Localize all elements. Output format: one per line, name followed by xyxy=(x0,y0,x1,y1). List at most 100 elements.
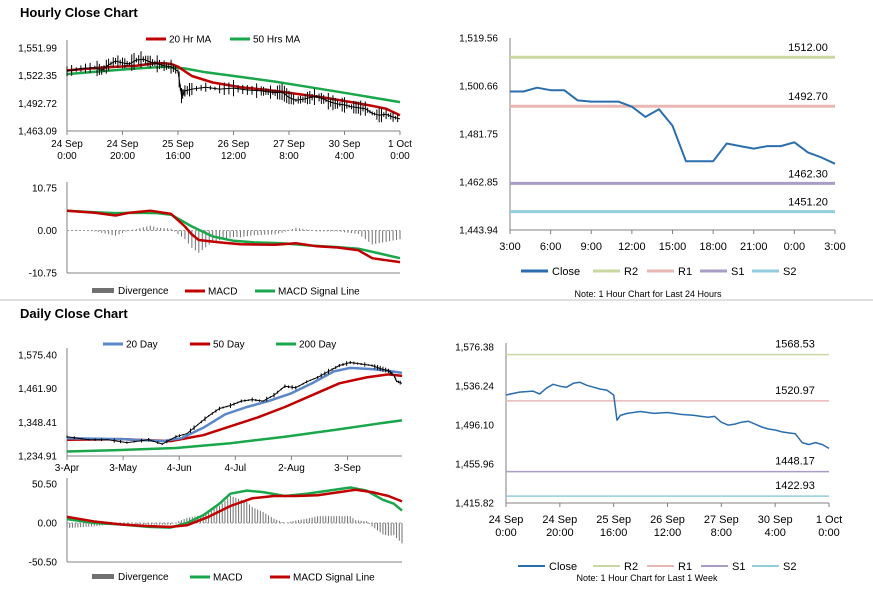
daily-levels-x-tick-date: 24 Sep xyxy=(542,514,577,526)
daily-price-y-tick: 1,461.90 xyxy=(18,384,57,395)
hourly-macd-y-tick: 10.75 xyxy=(32,184,57,195)
daily-divergence-legend-swatch xyxy=(92,574,114,579)
hourly-levels-x-tick: 9:00 xyxy=(581,241,602,253)
hourly-levels-y-tick: 1,462.85 xyxy=(459,178,498,189)
hourly-macd-line xyxy=(66,209,401,264)
hourly-divergence-legend-label: Divergence xyxy=(118,286,169,297)
hourly-levels-y-tick: 1,519.56 xyxy=(459,34,498,45)
hourly-close-line xyxy=(66,58,401,120)
daily-ma20-legend-label: 20 Day xyxy=(126,340,158,351)
daily-levels-x-tick-date: 1 Oct xyxy=(816,514,842,526)
daily-levels-y-tick: 1,496.10 xyxy=(455,421,494,432)
hourly-levels-legend-label: S2 xyxy=(783,266,796,278)
daily-levels-x-tick-date: 24 Sep xyxy=(489,514,524,526)
hourly-section-title: Hourly Close Chart xyxy=(20,5,138,20)
hourly-levels-x-tick: 18:00 xyxy=(699,241,727,253)
hourly-price-x-tick-date: 24 Sep xyxy=(51,139,83,150)
hourly-levels-legend-label: R1 xyxy=(678,266,692,278)
hourly-levels-x-tick: 0:00 xyxy=(784,241,805,253)
hourly-macd-y-tick: 0.00 xyxy=(38,226,58,237)
hourly-ma20-legend-label: 20 Hr MA xyxy=(169,35,212,46)
hourly-levels-y-tick: 1,481.75 xyxy=(459,130,498,141)
daily-level-r1-label: 1520.97 xyxy=(775,385,815,397)
daily-price-x-tick: 4-Jul xyxy=(224,463,246,474)
daily-price-x-tick: 4-Jun xyxy=(167,463,192,474)
daily-price-y-tick: 1,348.41 xyxy=(18,418,57,429)
daily-price-y-tick: 1,234.91 xyxy=(18,452,57,463)
hourly-levels-legend-label: R2 xyxy=(624,266,638,278)
daily-levels-note: Note: 1 Hour Chart for Last 1 Week xyxy=(577,573,718,583)
daily-levels-close-line xyxy=(505,381,830,450)
hourly-ma50-line xyxy=(66,65,401,104)
daily-levels-x-tick-date: 30 Sep xyxy=(758,514,793,526)
daily-levels-y-tick: 1,536.24 xyxy=(455,382,494,393)
daily-levels-x-tick-time: 0:00 xyxy=(495,527,516,539)
daily-levels-x-tick-date: 25 Sep xyxy=(596,514,631,526)
daily-signal-line xyxy=(66,488,403,529)
daily-macd-y-tick: 0.00 xyxy=(38,519,58,530)
daily-levels-legend-label: S1 xyxy=(732,561,745,573)
daily-levels-y-tick: 1,415.82 xyxy=(455,499,494,510)
hourly-price-x-tick-time: 16:00 xyxy=(165,151,190,162)
hourly-level-r1-label: 1492.70 xyxy=(788,91,828,103)
hourly-price-x-tick-time: 20:00 xyxy=(110,151,135,162)
hourly-price-x-tick-time: 0:00 xyxy=(57,151,77,162)
hourly-levels-x-tick: 15:00 xyxy=(659,241,687,253)
hourly-price-x-tick-date: 1 Oct xyxy=(388,139,412,150)
daily-level-s2-label: 1422.93 xyxy=(775,480,815,492)
daily-levels-legend-label: S2 xyxy=(783,561,796,573)
hourly-levels-x-tick: 21:00 xyxy=(740,241,768,253)
hourly-level-s1-label: 1462.30 xyxy=(788,168,828,180)
daily-levels-x-tick-date: 26 Sep xyxy=(650,514,685,526)
daily-section-title: Daily Close Chart xyxy=(20,306,128,321)
hourly-price-y-tick: 1,463.09 xyxy=(18,127,57,138)
hourly-price-x-tick-time: 12:00 xyxy=(221,151,246,162)
hourly-levels-y-tick: 1,500.66 xyxy=(459,82,498,93)
hourly-price-x-tick-time: 0:00 xyxy=(390,151,410,162)
daily-levels-x-tick-time: 8:00 xyxy=(711,527,732,539)
hourly-levels-close-line xyxy=(510,86,836,165)
daily-levels-x-tick-time: 16:00 xyxy=(600,527,628,539)
hourly-levels-y-tick: 1,443.94 xyxy=(459,226,498,237)
daily-levels-y-tick: 1,576.38 xyxy=(455,343,494,354)
daily-ma200-line xyxy=(66,419,403,453)
daily-level-r2-label: 1568.53 xyxy=(775,339,815,351)
hourly-levels-x-tick: 6:00 xyxy=(540,241,561,253)
daily-levels-x-tick-date: 27 Sep xyxy=(704,514,739,526)
daily-level-s1-label: 1448.17 xyxy=(775,456,815,468)
daily-macd-legend-label: MACD xyxy=(213,573,242,584)
hourly-price-y-tick: 1,492.72 xyxy=(18,99,57,110)
daily-levels-x-tick-time: 20:00 xyxy=(546,527,574,539)
hourly-ma20-line xyxy=(66,61,401,117)
hourly-levels-x-tick: 3:00 xyxy=(824,241,845,253)
daily-levels-x-tick-time: 12:00 xyxy=(654,527,682,539)
hourly-price-x-tick-date: 24 Sep xyxy=(107,139,139,150)
daily-signal-legend-label: MACD Signal Line xyxy=(293,573,375,584)
hourly-levels-legend-label: S1 xyxy=(731,266,744,278)
daily-price-x-tick: 3-May xyxy=(109,463,137,474)
daily-macd-y-tick: 50.50 xyxy=(32,480,57,491)
hourly-macd-legend-label: MACD xyxy=(208,287,237,298)
hourly-ma50-legend-label: 50 Hrs MA xyxy=(253,35,301,46)
daily-price-y-tick: 1,575.40 xyxy=(18,351,57,362)
hourly-divergence-legend-swatch xyxy=(92,288,114,293)
hourly-level-s2-label: 1451.20 xyxy=(788,197,828,209)
hourly-macd-y-tick: -10.75 xyxy=(29,269,58,280)
daily-levels-legend-label: R1 xyxy=(678,561,692,573)
hourly-price-y-tick: 1,522.35 xyxy=(18,71,57,82)
daily-levels-legend-label: R2 xyxy=(624,561,638,573)
hourly-levels-note: Note: 1 Hour Chart for Last 24 Hours xyxy=(574,289,722,299)
daily-divergence-legend-label: Divergence xyxy=(118,572,169,583)
daily-price-x-tick: 3-Apr xyxy=(55,463,80,474)
hourly-price-y-tick: 1,551.99 xyxy=(18,44,57,55)
daily-price-x-tick: 2-Aug xyxy=(278,463,305,474)
hourly-price-x-tick-date: 30 Sep xyxy=(329,139,361,150)
daily-ma50-line xyxy=(66,373,403,443)
daily-macd-y-tick: -50.50 xyxy=(29,558,58,569)
hourly-levels-x-tick: 12:00 xyxy=(618,241,646,253)
hourly-price-x-tick-time: 4:00 xyxy=(335,151,355,162)
hourly-level-r2-label: 1512.00 xyxy=(788,42,828,54)
hourly-price-x-tick-date: 27 Sep xyxy=(273,139,305,150)
